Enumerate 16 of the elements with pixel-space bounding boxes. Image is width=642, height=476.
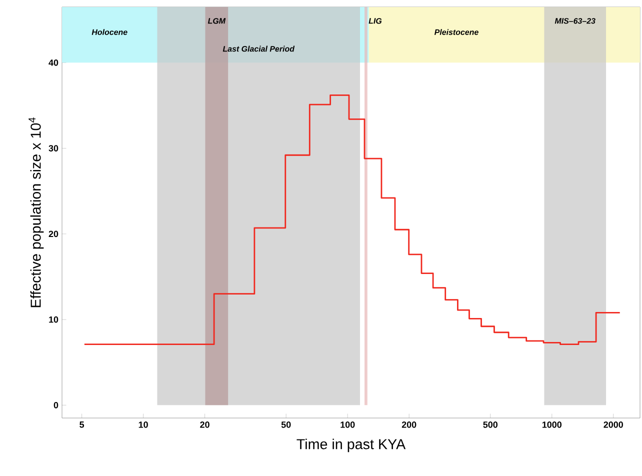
- x-tick-label: 5: [80, 422, 84, 428]
- y-tick-label: 10: [49, 316, 58, 323]
- x-tick-label: 2000: [604, 422, 623, 428]
- x-tick-label: 100: [340, 422, 355, 428]
- x-tick-label: 1000: [542, 422, 562, 428]
- y-tick-label: 30: [48, 145, 58, 152]
- x-tick-label: 500: [483, 422, 498, 428]
- y-tick-label: 40: [48, 59, 58, 66]
- y-tick-label: 20: [48, 230, 58, 238]
- x-tick-label: 10: [138, 422, 148, 428]
- y-tick-label: 0: [54, 402, 58, 408]
- x-tick-label: 200: [402, 422, 416, 428]
- x-axis-title: Time in past KYA: [296, 438, 406, 452]
- x-tick-label: 20: [200, 422, 210, 428]
- y-axis-title: Effective population size x 10$^{4}$: [28, 117, 44, 308]
- x-tick-label: 50: [281, 422, 291, 428]
